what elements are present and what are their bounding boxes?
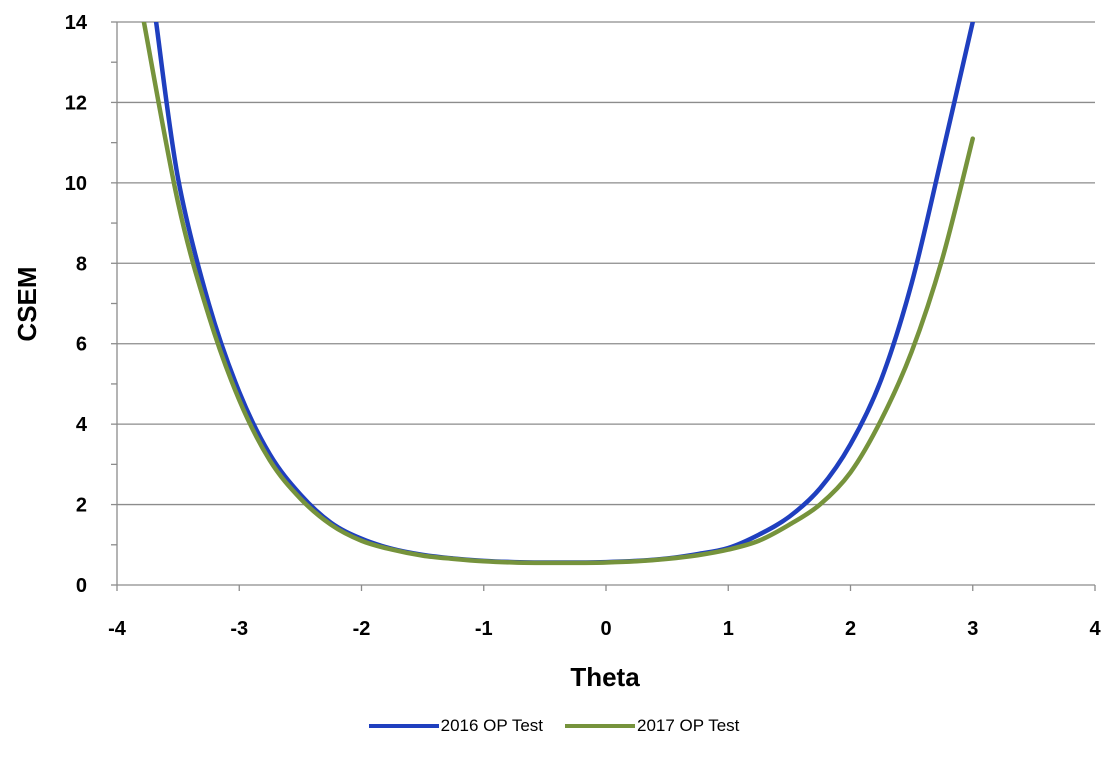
y-tick-label: 0 <box>76 575 87 597</box>
y-tick-label: 6 <box>76 334 87 356</box>
x-tick-label: 1 <box>723 618 734 640</box>
grid <box>117 21 1095 506</box>
x-tick-label: 2 <box>845 618 856 640</box>
y-axis-title: CSEM <box>12 266 42 341</box>
legend-swatch-2016 <box>368 724 439 728</box>
legend-swatch-2017 <box>565 724 635 728</box>
series-lines <box>141 22 975 566</box>
legend-item-2017: 2017 OP Test <box>565 716 739 736</box>
axes <box>111 21 1096 591</box>
y-tick-label: 4 <box>76 414 88 436</box>
x-axis-title: Theta <box>570 662 640 692</box>
x-tick-label: -3 <box>230 618 248 640</box>
legend-label-2016: 2016 OP Test <box>440 716 543 735</box>
y-tick-label: 8 <box>76 253 87 275</box>
x-tick-label: 4 <box>1089 618 1101 640</box>
x-tick-label: -1 <box>475 618 493 640</box>
x-tick-label: -2 <box>353 618 371 640</box>
legend-label-2017: 2017 OP Test <box>637 716 740 735</box>
x-tick-label: 0 <box>600 618 611 640</box>
x-tick-label: 3 <box>967 618 978 640</box>
legend-item-2016: 2016 OP Test <box>368 716 543 736</box>
x-tick-label: -4 <box>108 618 127 640</box>
y-tick-label: 2 <box>76 495 87 517</box>
legend: 2016 OP Test 2017 OP Test <box>0 716 1108 736</box>
y-tick-label: 14 <box>65 12 88 34</box>
series-line-1 <box>141 22 975 566</box>
y-tick-label: 12 <box>65 92 87 114</box>
y-tick-label: 10 <box>65 173 87 195</box>
series-line-0 <box>153 22 975 565</box>
